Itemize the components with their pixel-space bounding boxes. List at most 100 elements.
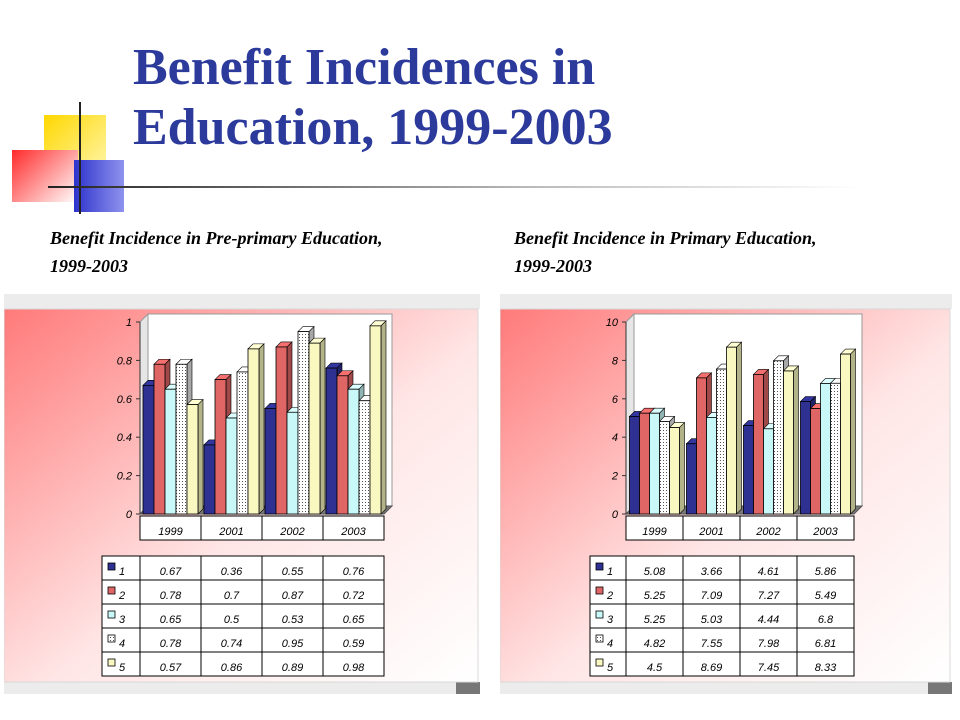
table-cell (625, 651, 684, 677)
data-label: 8.69 (701, 662, 722, 674)
decor-red-square (12, 150, 78, 202)
data-label: 0.86 (221, 662, 243, 674)
chart-2-svg: 0 2 4 6 8 10 1999 2001 2002 2003 1 5.08 3.66 4.61 5.86… (499, 294, 952, 694)
data-label: 0.53 (282, 614, 304, 626)
x-category-label: 2003 (340, 526, 366, 538)
data-label: 0.89 (282, 662, 303, 674)
data-label: 7.27 (758, 590, 780, 602)
legend-label: 5 (119, 662, 126, 674)
bar-side-face (679, 421, 685, 515)
bar-front-face (286, 411, 299, 515)
bar-front-face (164, 388, 177, 515)
bar-front-face (743, 425, 754, 515)
table-cell (322, 555, 385, 581)
bar-front-face (686, 443, 697, 515)
legend-label: 5 (607, 662, 614, 674)
bar-front-face (308, 342, 321, 515)
bar-2001-series-5 (247, 343, 265, 515)
data-label: 0.72 (343, 590, 364, 602)
data-label: 5.08 (644, 566, 666, 578)
bar-front-face (247, 348, 260, 515)
legend-label: 4 (607, 638, 613, 650)
chart-frame-top (4, 294, 480, 309)
data-label: 5.25 (644, 590, 666, 602)
table-cell (682, 603, 741, 629)
bar-front-face (214, 379, 227, 515)
y-tick-label: 0.8 (117, 355, 133, 367)
bar-2003-series-5 (839, 348, 857, 515)
table-cell (322, 579, 385, 605)
chart-frame-corner (456, 682, 480, 694)
bar-front-face (716, 368, 727, 515)
bar-front-face (706, 417, 717, 515)
bar-front-face (236, 371, 249, 515)
bar-front-face (297, 331, 310, 515)
y-tick-label: 0.4 (117, 432, 132, 444)
data-label: 0.74 (221, 638, 242, 650)
bar-front-face (264, 408, 277, 515)
bar-2003-series-5 (369, 320, 387, 515)
bar-front-face (726, 346, 737, 515)
table-cell (739, 555, 798, 581)
data-label: 0.98 (343, 662, 365, 674)
data-label: 0.65 (343, 614, 365, 626)
data-label: 5.25 (644, 614, 666, 626)
bar-2002-series-5 (782, 365, 800, 515)
x-category-label: 2003 (812, 526, 838, 538)
bar-front-face (203, 444, 216, 515)
table-header-cell (322, 515, 385, 541)
data-label: 0.95 (282, 638, 304, 650)
chart-2-title: Benefit Incidence in Primary Education, … (514, 228, 817, 276)
bar-front-face (325, 367, 338, 515)
data-label: 3.66 (701, 566, 723, 578)
bar-front-face (186, 404, 199, 515)
legend-cell (101, 651, 141, 677)
data-label: 7.09 (701, 590, 722, 602)
y-tick-label: 2 (611, 471, 618, 483)
data-label: 0.5 (224, 614, 240, 626)
y-tick-label: 1 (126, 317, 132, 329)
data-label: 4.82 (644, 638, 665, 650)
legend-swatch (595, 634, 604, 643)
bar-front-face (810, 408, 821, 515)
bar-front-face (763, 428, 774, 515)
bar-side-face (736, 341, 742, 515)
slide-title-line-2: Education, 1999-2003 (133, 99, 613, 156)
table-cell (200, 603, 263, 629)
legend-swatch (107, 634, 116, 643)
data-label: 5.86 (815, 566, 837, 578)
x-category-label: 2002 (755, 526, 780, 538)
bar-front-face (659, 421, 670, 515)
data-label: 6.81 (815, 638, 836, 650)
data-label: 0.78 (160, 638, 182, 650)
data-label: 0.57 (160, 662, 182, 674)
chart-frame-corner (928, 682, 952, 694)
data-label: 6.8 (818, 614, 834, 626)
bar-side-face (850, 348, 856, 515)
chart-frame-top (500, 294, 952, 309)
table-cell (796, 555, 855, 581)
chart-1-title: Benefit Incidence in Pre-primary Educati… (50, 228, 383, 276)
bar-front-face (142, 384, 155, 515)
y-tick-label: 0 (126, 509, 133, 521)
x-category-label: 2002 (279, 526, 304, 538)
table-cell (200, 579, 263, 605)
table-cell (322, 603, 385, 629)
y-tick-label: 0.6 (117, 394, 133, 406)
y-tick-label: 8 (612, 355, 619, 367)
x-category-label: 1999 (642, 526, 666, 538)
bar-front-face (783, 370, 794, 515)
table-cell (625, 603, 684, 629)
legend-swatch (107, 610, 116, 619)
data-label: 7.55 (701, 638, 723, 650)
data-label: 4.61 (758, 566, 779, 578)
data-label: 0.59 (343, 638, 364, 650)
data-label: 0.36 (221, 566, 243, 578)
table-cell (682, 579, 741, 605)
chart-1-svg: 0 0.2 0.4 0.6 0.8 1 1999 2001 2002 2003 1 0.67 0.36 0… (3, 294, 480, 694)
y-tick-label: 4 (612, 432, 618, 444)
bar-1999-series-5 (186, 398, 204, 515)
legend-swatch (595, 658, 604, 667)
bar-front-face (830, 382, 841, 515)
legend-swatch (595, 586, 604, 595)
